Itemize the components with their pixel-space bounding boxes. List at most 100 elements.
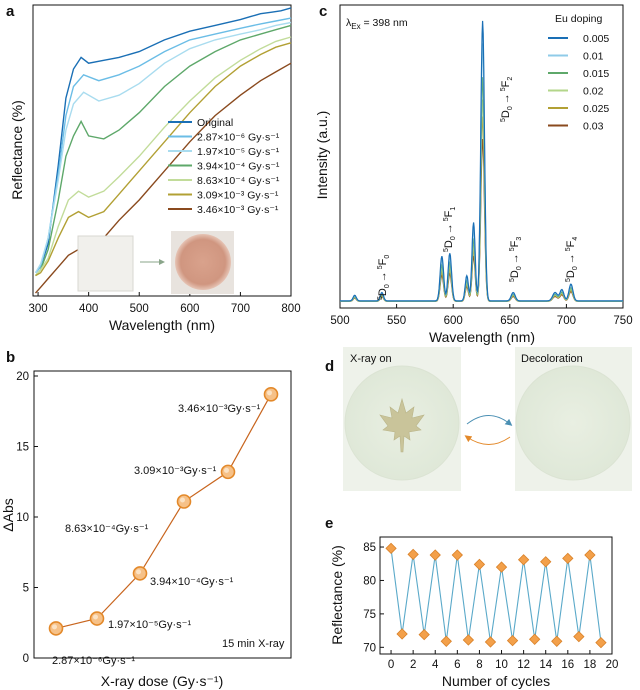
dose-point-highlight-5 — [267, 390, 272, 396]
transition-f-sup-0: 5 — [377, 265, 384, 269]
transition-label-1: 5D0→5F1 — [443, 207, 457, 252]
eu-legend-label-1: 0.01 — [583, 51, 604, 63]
transition-arrow-3: → — [509, 253, 521, 264]
legend-label-2: 1.97×10⁻⁵ Gy·s⁻¹ — [197, 146, 280, 158]
panel-a-xtick-label-5: 800 — [281, 303, 300, 315]
panel-e-xtick-label-6: 12 — [517, 659, 530, 671]
dose-label-5: 3.46×10⁻³Gy·s⁻¹ — [178, 403, 261, 415]
cycle-point-3 — [418, 628, 430, 641]
cycle-point-7 — [462, 634, 475, 646]
panel-e-xtick-label-1: 2 — [410, 659, 416, 671]
transition-d-4: D — [565, 270, 577, 278]
cycle-line — [390, 548, 602, 643]
panel-b-frame — [33, 370, 292, 659]
transition-label-2: 5D0→5F2 — [500, 77, 514, 122]
panel-e-ytick-label-2: 80 — [363, 575, 376, 587]
dose-label-3: 8.63×10⁻⁴Gy·s⁻¹ — [65, 523, 149, 535]
transition-d-sup-1: 5 — [443, 248, 450, 252]
panel-e-xtick-label-5: 10 — [495, 659, 508, 671]
transition-label-0: 5D0→5F0 — [377, 255, 391, 300]
transition-arrow-0: → — [377, 271, 389, 282]
dose-point-highlight-3 — [180, 497, 185, 503]
transition-f-2: F — [500, 80, 512, 87]
panel-c-xtick-label-3: 650 — [500, 315, 519, 327]
cycle-point-18 — [584, 549, 596, 561]
transition-f-sup-3: 5 — [509, 247, 516, 251]
panel-e-ytick-label-0: 70 — [363, 642, 376, 654]
panel-e-xtick-label-4: 8 — [476, 659, 482, 671]
reflectance-series-6 — [34, 62, 292, 294]
legend-label-3: 3.94×10⁻⁴ Gy·s⁻¹ — [197, 161, 280, 173]
transition-d-sub-4: 0 — [572, 266, 579, 270]
inset-after-photo — [175, 234, 231, 290]
cycle-point-12 — [517, 554, 530, 566]
legend-label-5: 3.09×10⁻³ Gy·s⁻¹ — [197, 190, 279, 202]
panel-a-xtick-label-3: 600 — [180, 303, 199, 315]
panel-a-xtick-label-1: 400 — [79, 303, 98, 315]
transition-d-sup-4: 5 — [565, 278, 572, 282]
legend-label-1: 2.87×10⁻⁶ Gy·s⁻¹ — [197, 132, 280, 144]
dose-point-highlight-2 — [136, 569, 141, 575]
transition-d-sub-0: 0 — [384, 284, 391, 288]
panel-d-photos: X-ray on Decoloration — [343, 347, 632, 491]
panel-e-ylabel: Reflectance (%) — [329, 545, 345, 645]
dose-point-highlight-0 — [52, 624, 57, 630]
cycle-point-1 — [396, 628, 408, 640]
eu-legend-label-5: 0.03 — [583, 121, 604, 133]
cycle-point-10 — [495, 561, 508, 573]
panel-a-frame — [32, 4, 292, 297]
transition-d-sup-0: 5 — [377, 296, 384, 300]
panel-c-xtick-label-0: 500 — [330, 315, 349, 327]
panel-e-xtick-label-2: 4 — [432, 659, 439, 671]
transition-f-4: F — [565, 240, 577, 247]
label-xray-on: X-ray on — [350, 353, 392, 365]
panel-b-ytick-label-4: 20 — [16, 371, 29, 383]
cycle-point-9 — [484, 636, 497, 648]
panel-a-xtick-label-0: 300 — [28, 303, 47, 315]
cycle-point-15 — [551, 635, 563, 647]
legend-label-6: 3.46×10⁻³ Gy·s⁻¹ — [197, 204, 279, 216]
panel-c-xtick-label-1: 550 — [387, 315, 406, 327]
cycle-point-13 — [529, 633, 541, 645]
cycle-point-5 — [440, 635, 452, 647]
panel-c-frame — [339, 4, 624, 309]
transition-d-sub-3: 0 — [516, 266, 523, 270]
cycle-point-6 — [451, 549, 463, 561]
dose-line — [55, 394, 272, 629]
panel-e-xlabel: Number of cycles — [442, 673, 550, 689]
panel-e-cycling-chart: 0 2 4 6 8 10 12 14 16 18 20 70 75 80 85 Number of cycl… — [329, 536, 618, 689]
panel-letter-e: e — [325, 515, 333, 532]
eu-legend-label-2: 0.015 — [583, 68, 609, 80]
panel-letter-a: a — [6, 3, 15, 20]
maple-leaf-icon — [379, 397, 425, 453]
legend-label-0: Original — [197, 117, 233, 129]
transition-arrow-4: → — [565, 253, 577, 264]
panel-a-ylabel: Reflectance (%) — [9, 100, 25, 200]
panel-b-ylabel: ΔAbs — [0, 498, 16, 531]
dose-point-highlight-4 — [224, 467, 229, 473]
panel-b-ytick-label-0: 0 — [23, 653, 29, 665]
panel-b-note: 15 min X-ray — [222, 638, 285, 650]
transition-d-sub-2: 0 — [507, 106, 514, 110]
transition-f-sub-1: 1 — [450, 207, 457, 211]
transition-f-sup-4: 5 — [565, 247, 572, 251]
panel-letter-c: c — [319, 3, 327, 20]
panel-c-xtick-label-4: 700 — [557, 315, 576, 327]
cycle-point-4 — [429, 549, 441, 561]
panel-c-xlabel: Wavelength (nm) — [429, 329, 535, 345]
panel-b-xlabel: X-ray dose (Gy·s⁻¹) — [101, 673, 224, 689]
emission-series-0 — [340, 20, 623, 302]
film-disc-off — [515, 365, 631, 481]
transition-d-3: D — [509, 270, 521, 278]
cycle-point-16 — [562, 552, 574, 565]
transition-f-sub-0: 0 — [384, 255, 391, 259]
panel-e-xtick-label-0: 0 — [388, 659, 394, 671]
transition-f-sup-2: 5 — [500, 87, 507, 91]
excitation-label: λEx = 398 nm — [346, 17, 408, 31]
panel-e-ytick-label-1: 75 — [363, 609, 376, 621]
cycle-point-19 — [595, 636, 607, 649]
transition-f-0: F — [377, 258, 389, 265]
transition-label-4: 5D0→5F4 — [565, 237, 579, 282]
transition-d-1: D — [443, 240, 455, 248]
